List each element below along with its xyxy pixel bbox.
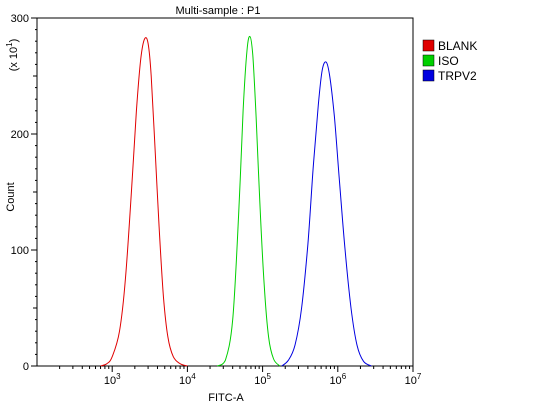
x-tick-label: 103 — [104, 372, 121, 387]
x-tick-base: 10 — [104, 375, 116, 387]
legend-label-trpv2: TRPV2 — [438, 69, 477, 83]
chart-title: Multi-sample : P1 — [176, 5, 261, 17]
legend-swatch-trpv2 — [422, 69, 435, 82]
legend-swatch-blank — [422, 39, 435, 52]
y-multiplier-close: ) — [8, 39, 20, 43]
x-tick-exp: 5 — [266, 372, 271, 381]
y-tick-label: 0 — [23, 361, 29, 373]
y-axis-title: Count — [5, 182, 17, 211]
x-tick-exp: 3 — [116, 372, 121, 381]
x-axis: 103 104 105 106 107 — [59, 366, 422, 387]
series-iso-line — [217, 35, 281, 367]
x-tick-exp: 7 — [417, 372, 422, 381]
legend-label-blank: BLANK — [438, 39, 477, 53]
series-layer — [100, 35, 372, 367]
y-multiplier: (x 101) — [5, 39, 20, 72]
y-multiplier-base: (x 10 — [8, 47, 20, 71]
x-axis-title: FITC-A — [208, 392, 244, 404]
plot-frame — [36, 17, 414, 367]
x-tick-label: 106 — [329, 372, 346, 387]
x-tick-base: 10 — [179, 375, 191, 387]
x-tick-exp: 4 — [191, 372, 196, 381]
series-trpv2-line — [281, 61, 372, 367]
x-tick-base: 10 — [254, 375, 266, 387]
legend-swatch-iso — [422, 54, 435, 67]
x-tick-label: 104 — [179, 372, 196, 387]
x-tick-label: 105 — [254, 372, 271, 387]
y-tick-label: 300 — [11, 13, 29, 25]
y-multiplier-exp: 1 — [5, 42, 14, 47]
svg-text:(x 101): (x 101) — [5, 39, 20, 72]
y-axis: 0 100 200 300 — [11, 13, 37, 373]
x-tick-base: 10 — [405, 375, 417, 387]
y-tick-label: 100 — [11, 245, 29, 257]
x-tick-base: 10 — [329, 375, 341, 387]
y-tick-label: 200 — [11, 129, 29, 141]
x-tick-exp: 6 — [342, 372, 347, 381]
legend-label-iso: ISO — [438, 54, 459, 68]
plot-area — [36, 17, 414, 367]
series-blank-line — [100, 37, 188, 367]
x-tick-label: 107 — [405, 372, 422, 387]
